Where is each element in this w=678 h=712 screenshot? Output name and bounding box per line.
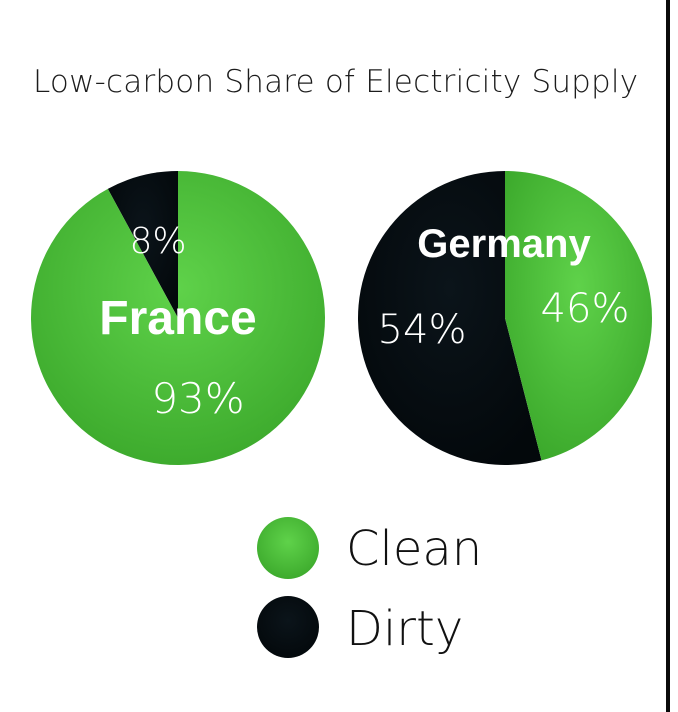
label-france-clean: 93%	[151, 374, 244, 423]
legend-item-dirty: Dirty	[257, 596, 463, 658]
chart-title: Low-carbon Share of Electricity Supply	[33, 64, 639, 100]
legend-swatch-clean	[257, 517, 319, 579]
pie-name-france: France	[99, 292, 256, 345]
slice-france-dirty	[107, 171, 178, 318]
legend-swatch-dirty	[257, 596, 319, 658]
slice-germany-dirty	[358, 171, 542, 465]
slice-germany-clean	[505, 171, 652, 461]
pie-germany: Germany 46% 54%	[358, 171, 652, 465]
label-germany-clean: 46%	[541, 286, 630, 332]
legend: Clean Dirty	[257, 517, 482, 658]
legend-item-clean: Clean	[257, 517, 482, 579]
label-france-dirty: 8%	[129, 221, 186, 262]
frame-edge	[666, 0, 670, 712]
slice-france-clean	[31, 171, 326, 465]
pie-france: 8% France 93%	[31, 171, 326, 465]
legend-label-dirty: Dirty	[346, 601, 463, 657]
legend-label-clean: Clean	[346, 521, 482, 577]
pie-name-germany: Germany	[417, 222, 591, 266]
label-germany-dirty: 54%	[378, 307, 467, 353]
